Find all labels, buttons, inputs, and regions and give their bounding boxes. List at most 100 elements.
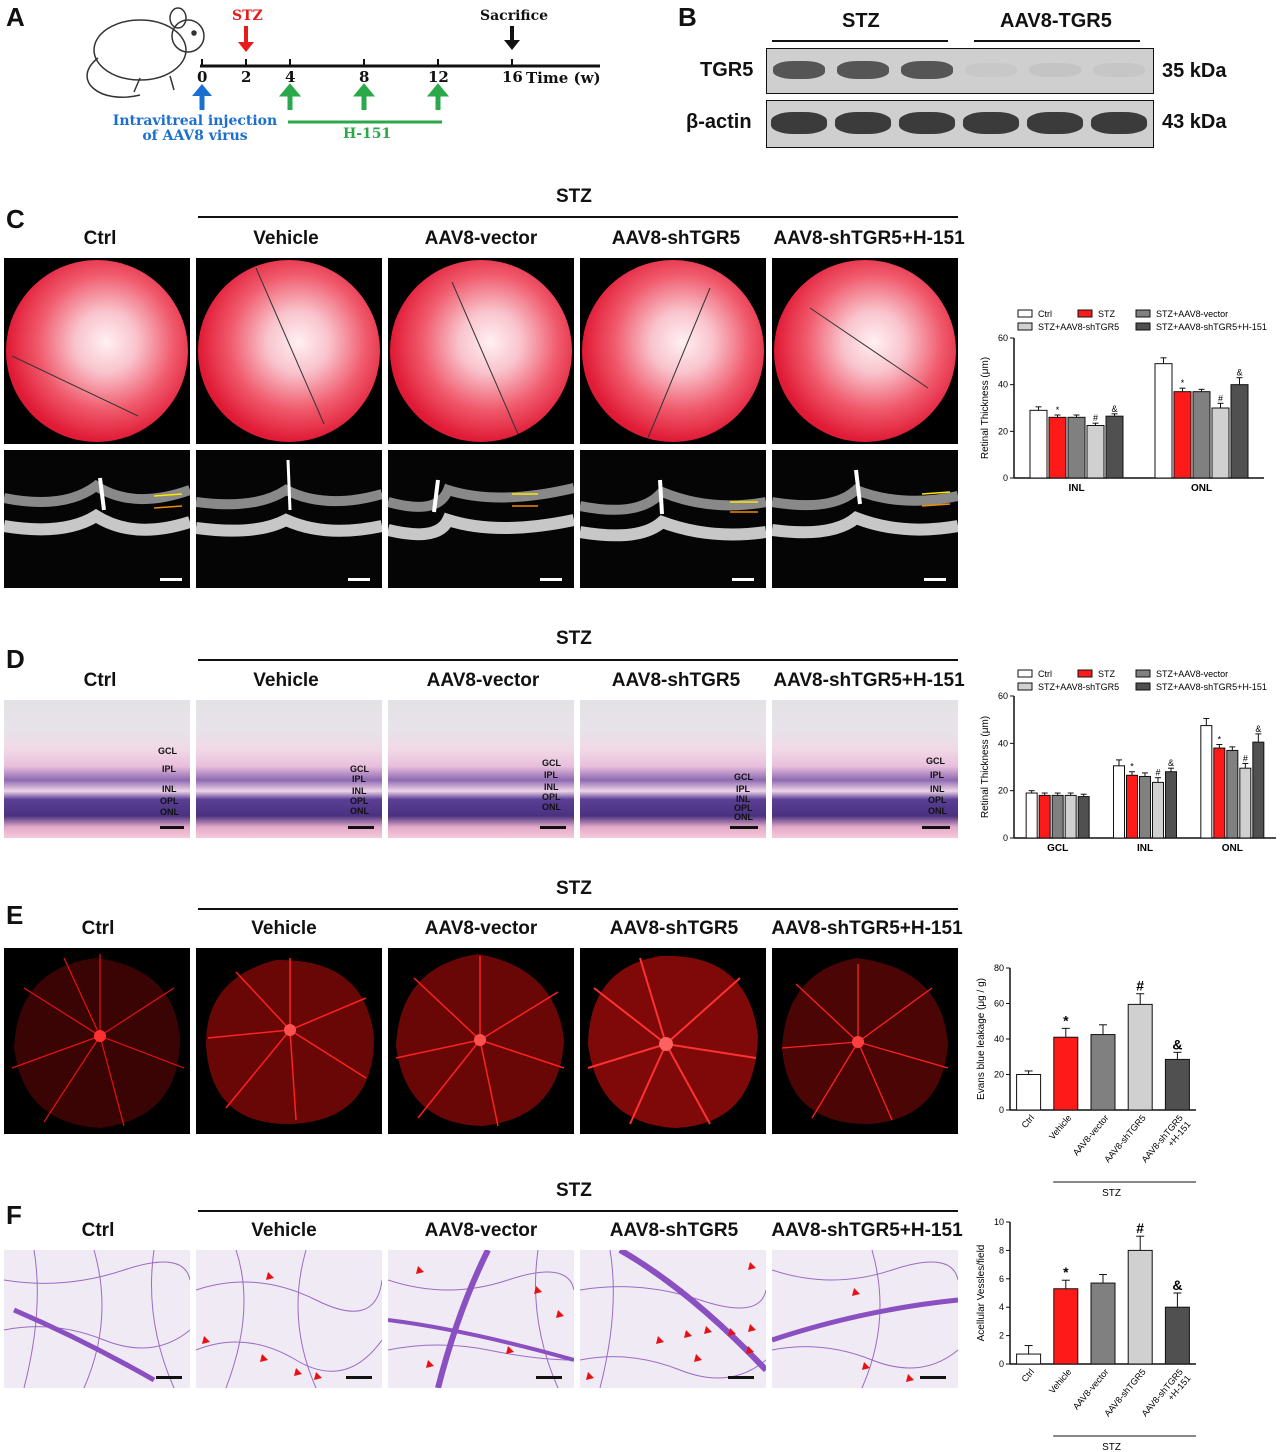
group-label: STZ — [1102, 1442, 1121, 1452]
stz-label-c: STZ — [556, 186, 592, 207]
y-axis-label: Retinal Thickness (μm) — [980, 357, 991, 459]
y-tick-label: 10 — [994, 1217, 1004, 1227]
scale-bar — [346, 1376, 372, 1379]
he-layer-label: INL — [930, 784, 945, 794]
wb-band — [901, 61, 953, 79]
scale-bar — [920, 1376, 946, 1379]
legend-label: STZ+AAV8-shTGR5+H-151 — [1156, 682, 1267, 692]
col-shh-d: AAV8-shTGR5+H-151 — [773, 670, 965, 691]
col-sh-c: AAV8-shTGR5 — [611, 228, 741, 249]
vessel-digest-image — [772, 1250, 958, 1388]
timeline-time-label: Time (w) — [526, 69, 601, 87]
bar — [1126, 774, 1138, 839]
scale-bar — [728, 1376, 754, 1379]
bar — [1053, 1036, 1079, 1111]
he-layer-label: OPL — [734, 803, 753, 813]
bar — [1154, 363, 1173, 479]
legend-swatch — [1135, 322, 1151, 331]
significance-mark: & — [1111, 404, 1117, 414]
wb-band — [837, 61, 889, 79]
y-tick-label: 40 — [998, 738, 1008, 748]
legend-label: STZ+AAV8-shTGR5 — [1038, 322, 1119, 332]
col-ctrl-c: Ctrl — [83, 228, 117, 249]
col-sh-f: AAV8-shTGR5 — [609, 1220, 739, 1241]
he-layer-label: INL — [736, 794, 751, 804]
col-sh-e: AAV8-shTGR5 — [609, 918, 739, 939]
legend-label: STZ — [1098, 309, 1116, 319]
vessel-digest-image — [196, 1250, 382, 1388]
legend-swatch — [1135, 682, 1151, 691]
timeline-tick-8: 8 — [359, 68, 370, 86]
fundus-image — [4, 258, 190, 444]
wb-band — [773, 61, 825, 79]
y-axis-label: Acellular Vessles/field — [976, 1245, 987, 1342]
bar — [1200, 725, 1213, 839]
x-category-label: Ctrl — [1019, 1367, 1036, 1384]
timeline-sacrifice-label: Sacrifice — [480, 8, 549, 24]
he-layer-label: ONL — [160, 807, 179, 817]
vessel-digest-image — [4, 1250, 190, 1388]
col-shh-c: AAV8-shTGR5+H-151 — [773, 228, 965, 249]
chart-f-acellular-vessels: 0 2 4 6 8 10 Acellular Vessles/field Ctrl * Vehic… — [976, 1217, 1196, 1452]
he-layer-label: OPL — [928, 795, 947, 805]
significance-mark: # — [1155, 768, 1160, 778]
wb-group-aav8-tgr5: AAV8-TGR5 — [1000, 10, 1112, 32]
timeline-tick-2: 2 — [241, 68, 252, 86]
col-vehicle-f: Vehicle — [251, 1220, 317, 1241]
scale-bar — [160, 826, 184, 829]
x-category-label: Vehicle — [1047, 1367, 1073, 1396]
bar — [1113, 765, 1125, 839]
legend-label: Ctrl — [1038, 669, 1052, 679]
legend-label: STZ+AAV8-vector — [1156, 669, 1228, 679]
x-category-label-part: Ctrl — [1019, 1367, 1036, 1384]
he-layer-label: INL — [352, 786, 367, 796]
legend-swatch — [1077, 309, 1093, 318]
timeline-tick-12: 12 — [428, 68, 449, 86]
legend-swatch — [1077, 669, 1093, 678]
y-tick-label: 20 — [998, 426, 1008, 436]
fundus-image — [196, 258, 382, 444]
he-layer-label: IPL — [352, 774, 367, 784]
y-tick-label: 80 — [994, 963, 1004, 973]
wb-band — [899, 112, 955, 134]
bar — [1173, 391, 1192, 479]
legend-swatch — [1135, 669, 1151, 678]
col-vehicle-e: Vehicle — [251, 918, 317, 939]
x-category-label-part: Ctrl — [1019, 1113, 1036, 1130]
vessel-digest-image — [580, 1250, 766, 1388]
significance-mark: # — [1093, 413, 1098, 423]
timeline-h151-label: H-151 — [343, 126, 392, 142]
wb-band — [1093, 63, 1145, 77]
injection-line-1: Intravitreal injection — [112, 113, 278, 129]
timeline-stz-label: STZ — [232, 8, 263, 24]
scale-bar — [156, 1376, 182, 1379]
bar — [1230, 384, 1249, 479]
wb-group-line-1 — [772, 40, 948, 42]
he-layer-label: OPL — [542, 792, 561, 802]
bar — [1086, 425, 1105, 479]
he-layer-label: GCL — [542, 758, 561, 768]
he-image: GCL IPL INL OPL ONL — [388, 700, 574, 838]
he-layer-label: OPL — [350, 796, 369, 806]
he-image: GCL IPL INL OPL ONL — [772, 700, 958, 838]
x-category-label: AAV8-shTGR5+H-151 — [1139, 1113, 1192, 1171]
bar — [1152, 781, 1164, 839]
he-layer-label: GCL — [158, 746, 177, 756]
significance-mark: * — [1218, 735, 1222, 745]
scale-bar — [922, 826, 950, 829]
col-ctrl-d: Ctrl — [83, 670, 117, 691]
y-tick-label: 0 — [999, 1359, 1004, 1369]
group-label: STZ — [1102, 1188, 1121, 1199]
scale-bar — [540, 578, 562, 581]
scale-bar — [160, 578, 182, 581]
retina-flatmount-image — [388, 948, 574, 1134]
x-category-label: Ctrl — [1019, 1113, 1036, 1130]
panel-label-b: B — [678, 2, 697, 32]
fundus-image — [580, 258, 766, 444]
wb-group-line-2 — [974, 40, 1140, 42]
wb-group-stz: STZ — [842, 10, 880, 32]
bar — [1165, 771, 1177, 839]
bar — [1090, 1034, 1116, 1111]
x-category-label-part: Vehicle — [1047, 1113, 1073, 1142]
bar — [1090, 1282, 1116, 1365]
